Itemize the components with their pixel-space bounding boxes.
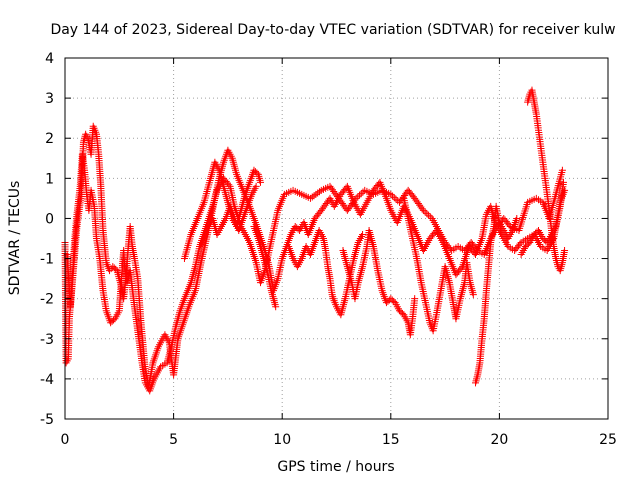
y-tick-label: 4 [45, 51, 54, 67]
y-tick-label: 3 [45, 91, 54, 107]
data-point [559, 178, 567, 186]
data-point [561, 247, 569, 255]
y-tick-label: -1 [40, 252, 54, 268]
series-8 [400, 194, 477, 335]
series-7 [339, 226, 419, 339]
data-point [308, 193, 316, 201]
data-point [314, 189, 322, 197]
series-11 [517, 178, 567, 259]
y-tick-label: -4 [40, 372, 54, 388]
data-point [389, 192, 397, 200]
data-point [421, 208, 429, 216]
x-tick-label: 5 [169, 432, 178, 448]
data-point [310, 192, 318, 200]
data-point [425, 211, 433, 219]
series-4 [196, 182, 260, 251]
x-tick-label: 0 [61, 432, 70, 448]
data-point [558, 166, 566, 174]
y-tick-label: 2 [45, 131, 54, 147]
data-point [306, 194, 314, 202]
data-point [272, 303, 280, 311]
x-axis-ticks: 0 5 10 15 20 25 [61, 58, 617, 448]
data-point [359, 230, 367, 238]
data-points [61, 86, 569, 395]
y-tick-label: -2 [40, 292, 54, 308]
y-tick-label: -5 [40, 412, 54, 428]
chart-title: Day 144 of 2023, Sidereal Day-to-day VTE… [50, 22, 615, 38]
series-3 [180, 158, 264, 263]
data-point [359, 188, 367, 196]
data-point [513, 214, 521, 222]
x-tick-label: 15 [382, 432, 400, 448]
series-2 [63, 122, 569, 391]
data-point [418, 205, 426, 213]
series-9 [472, 202, 521, 387]
data-point [426, 213, 434, 221]
data-point [315, 188, 323, 196]
data-point [354, 193, 362, 201]
data-point [469, 291, 477, 299]
data-point [252, 182, 260, 190]
data-point [392, 195, 400, 203]
data-point [457, 264, 465, 272]
data-point [312, 190, 320, 198]
series-5 [250, 222, 280, 311]
y-axis-label: SDTVAR / TECUs [7, 181, 23, 296]
y-tick-label: 0 [45, 211, 54, 227]
data-point [411, 295, 419, 303]
data-point [387, 190, 395, 198]
plot-frame [64, 57, 609, 420]
series-6 [285, 226, 367, 319]
data-point [357, 190, 365, 198]
x-axis-label: GPS time / hours [277, 459, 394, 475]
series-10 [524, 86, 569, 275]
data-point [419, 206, 427, 214]
y-tick-label: 1 [45, 171, 54, 187]
data-point [423, 210, 431, 218]
data-point [390, 194, 398, 202]
y-axis-ticks: -5 -4 -3 -2 -1 0 1 2 3 4 [40, 51, 608, 428]
x-tick-label: 25 [599, 432, 617, 448]
data-point [256, 178, 264, 186]
x-tick-label: 10 [273, 432, 291, 448]
data-point [516, 240, 524, 248]
data-point [356, 191, 364, 199]
y-tick-label: -3 [40, 332, 54, 348]
x-tick-label: 20 [490, 432, 508, 448]
